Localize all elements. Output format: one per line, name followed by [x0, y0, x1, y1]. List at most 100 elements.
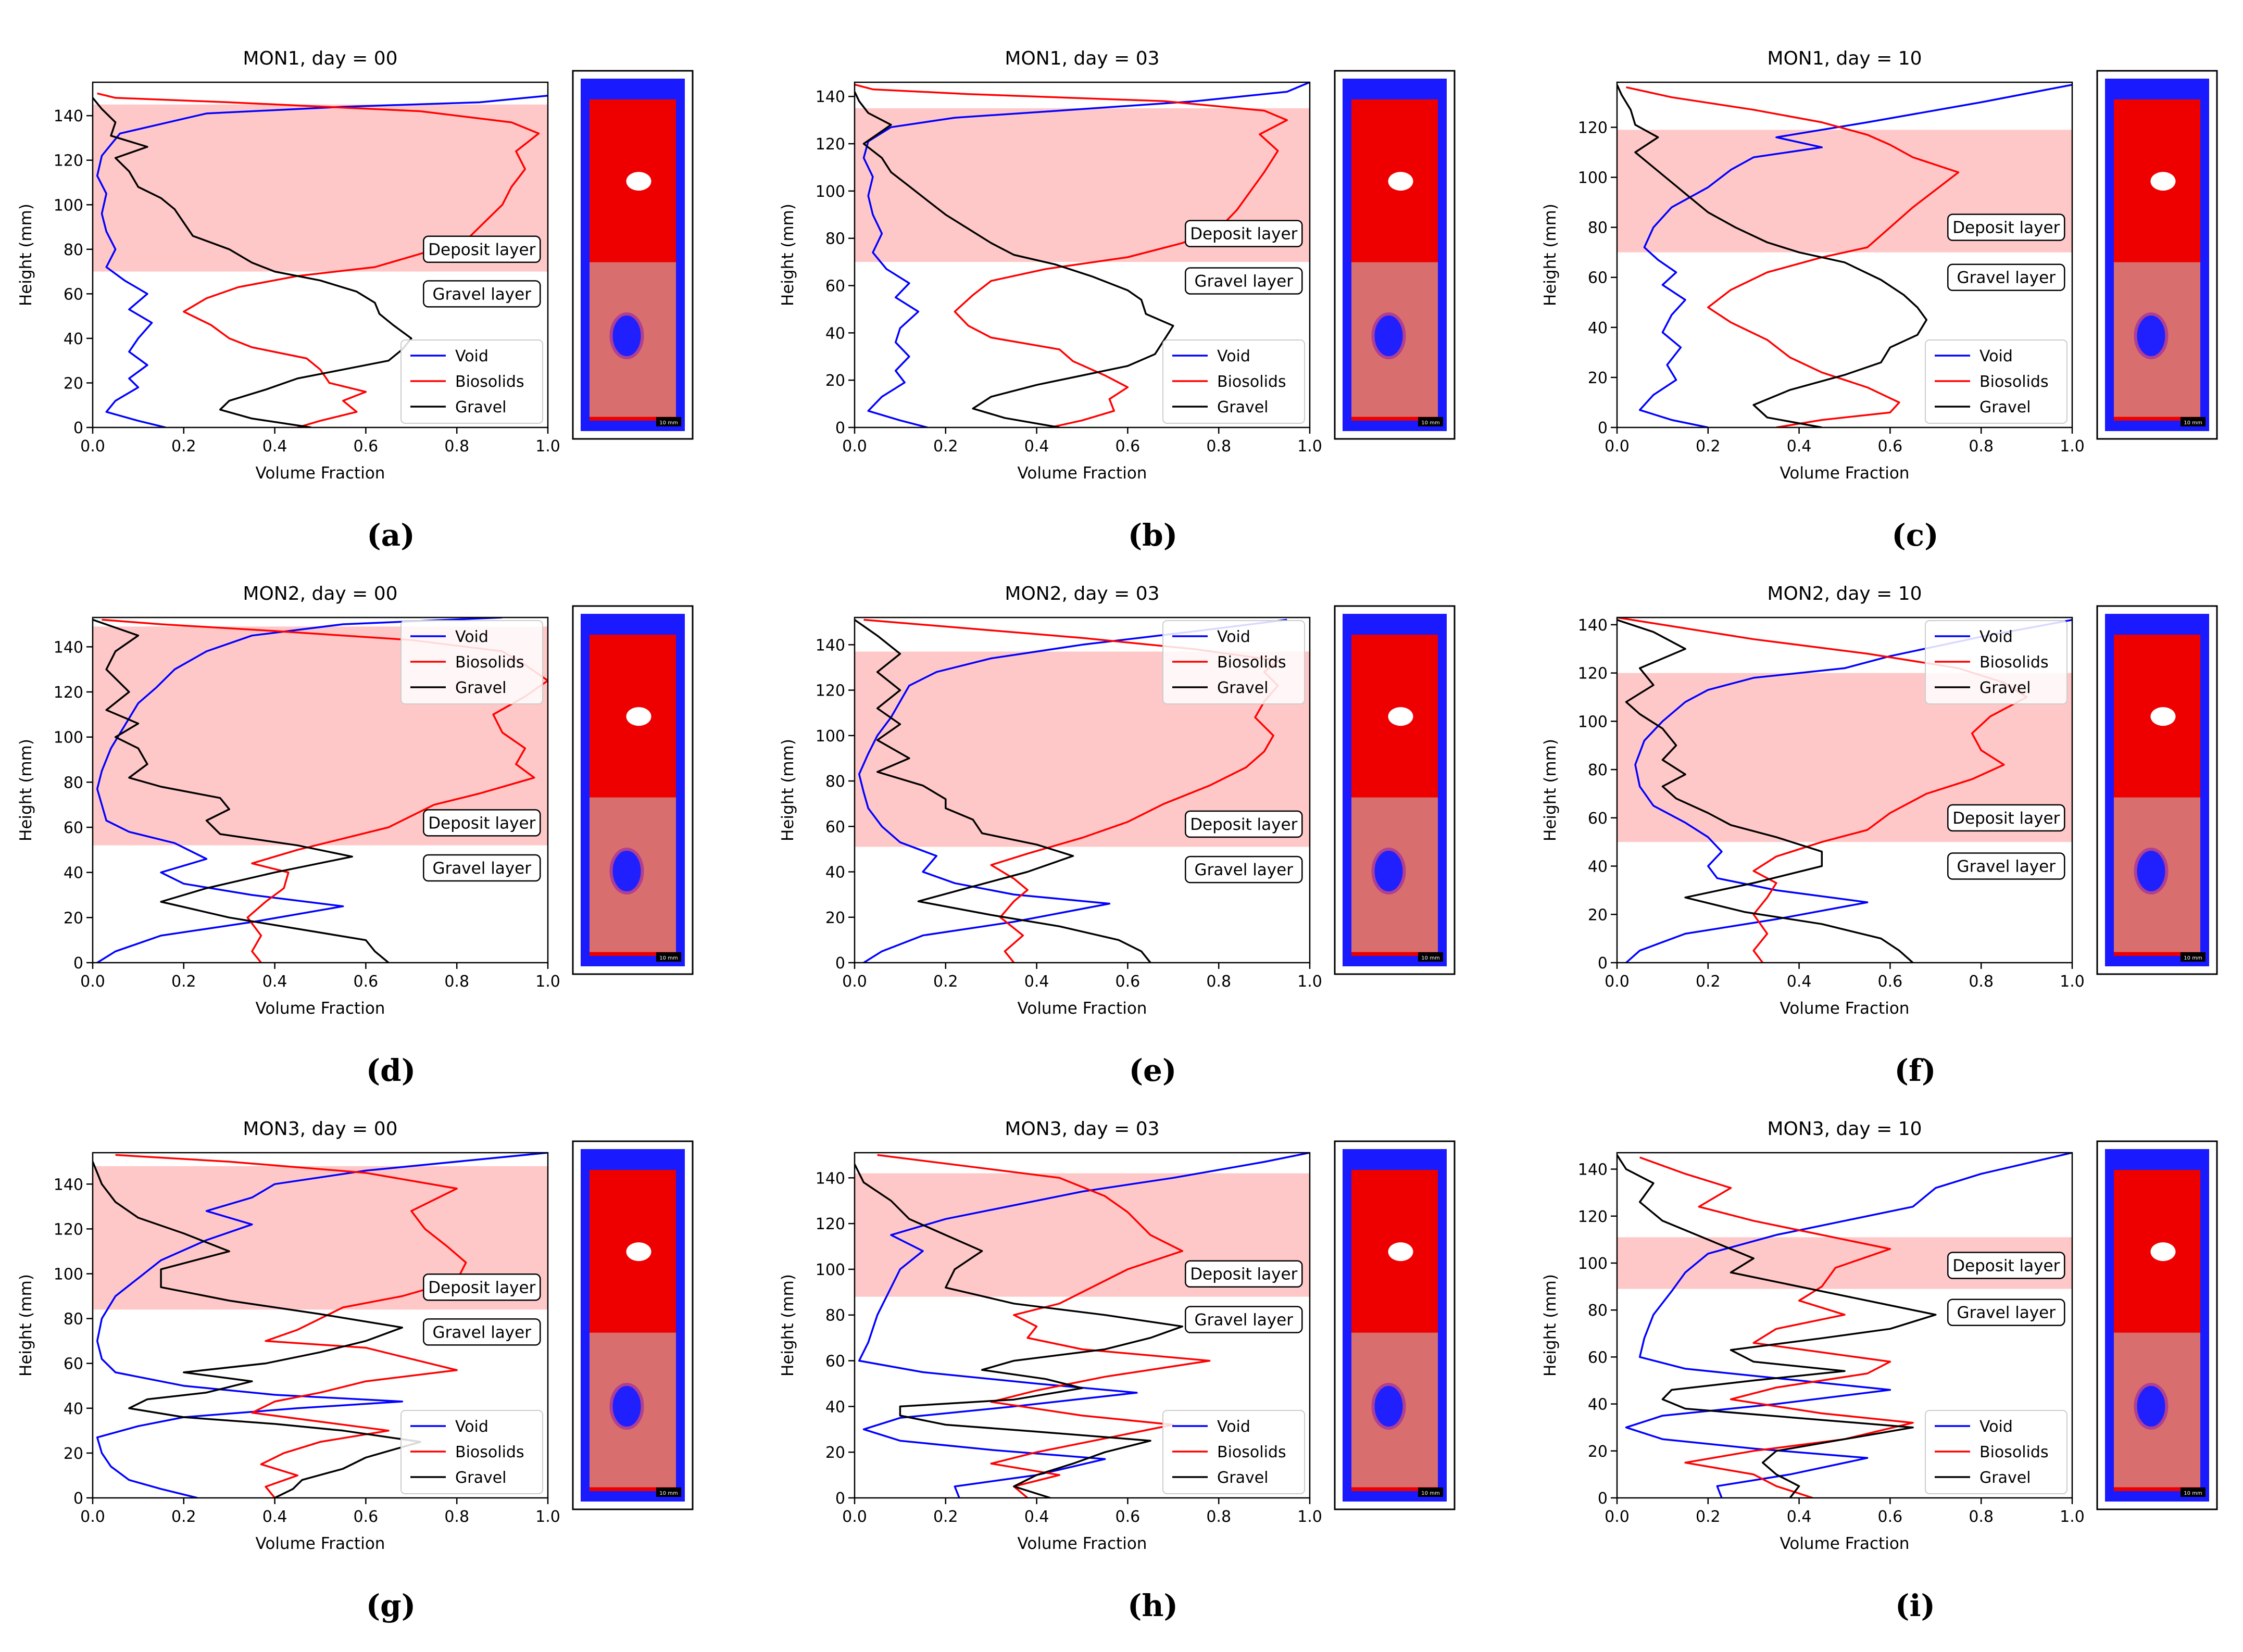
x-tick-label: 0.4: [262, 437, 287, 456]
ct-scale-bar-label: 10 mm: [1421, 1491, 1439, 1496]
x-tick-label: 1.0: [535, 973, 560, 991]
ct-scale-bar-label: 10 mm: [659, 1491, 678, 1496]
legend-label-biosolids: Biosolids: [1979, 373, 2049, 391]
x-tick-label: 0.0: [1605, 437, 1630, 456]
y-tick-label: 80: [1588, 1302, 1608, 1320]
ct-scale-bar-label: 10 mm: [659, 420, 678, 426]
chart-panel: 0.0 0.2 0.4 0.6 0.8 1.0 0 20 40 60 80 100 120 140 MON3…: [779, 1118, 1456, 1623]
x-tick-label: 0.0: [1605, 973, 1630, 991]
legend-box: [1925, 1410, 2067, 1494]
legend-label-biosolids: Biosolids: [1217, 1443, 1286, 1461]
y-tick-label: 100: [1578, 1255, 1608, 1273]
ct-void-blob: [1371, 312, 1406, 360]
chart-title: MON2, day = 03: [1005, 583, 1159, 604]
ct-scale-bar-label: 10 mm: [1421, 955, 1439, 961]
y-tick-label: 20: [64, 909, 83, 927]
x-tick-label: 0.0: [842, 437, 867, 456]
legend-label-biosolids: Biosolids: [455, 373, 524, 391]
y-tick-label: 60: [64, 1355, 83, 1373]
series-line-void: [862, 82, 1310, 427]
series-line-biosolids: [115, 1154, 467, 1498]
panel-caption: (c): [1891, 518, 1938, 553]
x-tick-label: 0.2: [933, 437, 958, 456]
legend-label-void: Void: [1217, 347, 1250, 365]
x-tick-label: 0.6: [354, 437, 379, 456]
y-tick-label: 120: [1578, 119, 1608, 137]
y-tick-label: 0: [835, 1490, 845, 1508]
panel-caption: (f): [1895, 1053, 1936, 1088]
x-tick-label: 0.8: [444, 973, 469, 991]
y-tick-label: 100: [54, 196, 83, 215]
gravel-layer-label: Gravel layer: [433, 285, 532, 304]
series-line-gravel: [1617, 84, 1928, 427]
y-tick-label: 140: [816, 88, 845, 106]
y-tick-label: 60: [1588, 269, 1608, 287]
y-tick-label: 20: [825, 1444, 845, 1462]
gravel-layer-label-box: [1185, 1306, 1303, 1333]
legend-label-gravel: Gravel: [1979, 1469, 2031, 1487]
gravel-layer-label-box: [423, 854, 541, 882]
y-tick-label: 100: [54, 1265, 83, 1283]
x-tick-label: 0.6: [1116, 1508, 1141, 1526]
x-tick-label: 0.4: [1024, 973, 1049, 991]
legend-box: [1925, 339, 2067, 424]
y-tick-label: 80: [825, 773, 845, 791]
x-axis-label: Volume Fraction: [256, 1534, 385, 1553]
gravel-layer-label: Gravel layer: [1195, 1311, 1294, 1330]
legend-label-void: Void: [1979, 1418, 2013, 1436]
series-line-void: [1638, 84, 2072, 427]
chart-title: MON1, day = 03: [1005, 48, 1159, 69]
ct-scale-bar-label: 10 mm: [2184, 1491, 2202, 1496]
x-tick-label: 1.0: [535, 437, 560, 456]
y-tick-label: 60: [825, 278, 845, 296]
y-tick-label: 0: [1598, 1490, 1608, 1508]
axes-frame: [1616, 81, 2073, 428]
y-tick-label: 60: [64, 285, 83, 304]
chart-title: MON1, day = 10: [1767, 48, 1922, 69]
legend-label-biosolids: Biosolids: [455, 1443, 524, 1461]
gravel-layer-label-box: [423, 280, 541, 308]
x-tick-label: 0.2: [933, 1508, 958, 1526]
series-line-void: [858, 619, 1287, 963]
series-line-void: [96, 1153, 548, 1498]
series-line-biosolids: [1639, 1156, 1914, 1498]
axes-frame: [92, 616, 549, 964]
series-line-gravel: [93, 1161, 422, 1498]
gravel-layer-label-box: [1185, 267, 1303, 295]
legend-label-biosolids: Biosolids: [455, 653, 524, 672]
legend-label-gravel: Gravel: [1979, 679, 2031, 697]
deposit-layer-label-box: [1947, 213, 2065, 241]
x-axis-label: Volume Fraction: [256, 999, 385, 1018]
legend-label-gravel: Gravel: [1217, 398, 1269, 417]
y-tick-label: 140: [816, 636, 845, 654]
ct-scale-bar: [656, 1487, 681, 1497]
ct-gravel-particle: [2150, 172, 2176, 191]
ct-scale-bar: [656, 417, 681, 426]
ct-gravel-particle: [626, 1242, 651, 1262]
y-tick-label: 140: [816, 1169, 845, 1188]
gravel-layer-label: Gravel layer: [1195, 272, 1294, 291]
x-tick-label: 0.4: [1787, 1508, 1812, 1526]
y-tick-label: 40: [64, 330, 83, 348]
x-tick-label: 1.0: [1297, 1508, 1322, 1526]
deposit-layer-label-box: [423, 809, 541, 837]
y-axis-label: Height (mm): [17, 1274, 35, 1377]
y-tick-label: 80: [825, 230, 845, 248]
series-line-void: [96, 617, 503, 963]
x-tick-label: 0.6: [354, 1508, 379, 1526]
y-axis-label: Height (mm): [779, 204, 797, 306]
series-line-biosolids: [877, 1154, 1211, 1498]
y-tick-label: 0: [1598, 954, 1608, 973]
x-tick-label: 0.0: [842, 973, 867, 991]
y-tick-label: 140: [54, 1176, 83, 1194]
series-line-gravel: [1617, 619, 1914, 963]
x-tick-label: 0.2: [1696, 437, 1721, 456]
y-tick-label: 40: [825, 324, 845, 343]
x-tick-label: 0.4: [1787, 973, 1812, 991]
ct-void-blob: [1371, 1383, 1406, 1430]
ct-scale-bar: [656, 952, 681, 962]
x-tick-label: 0.8: [1206, 1508, 1231, 1526]
axes-frame: [854, 1152, 1311, 1499]
x-tick-label: 0.0: [80, 973, 105, 991]
